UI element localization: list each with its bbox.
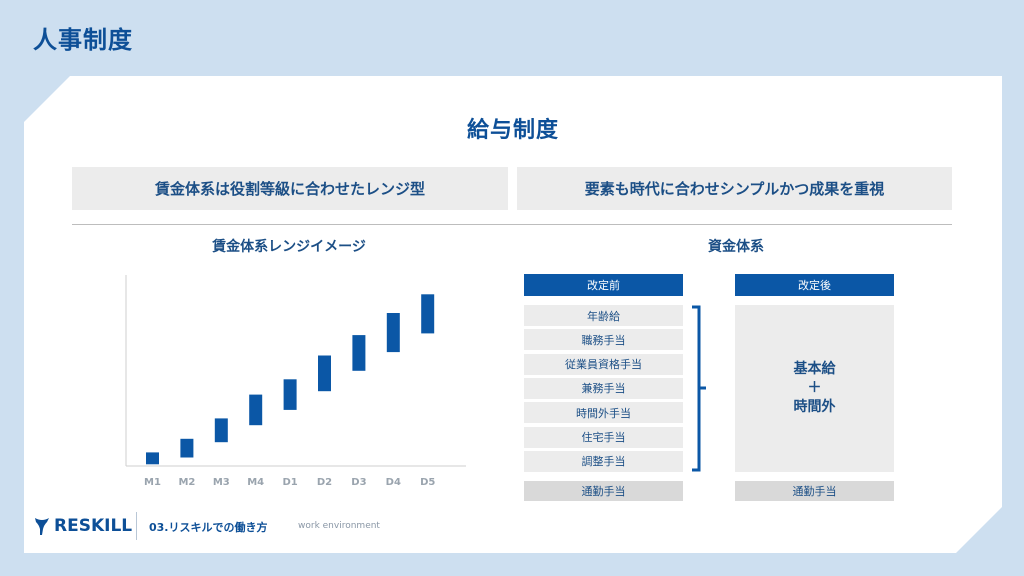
tick-label-m4: M4 — [247, 477, 264, 488]
footer-section-title: 03.リスキルでの働き方 — [149, 521, 268, 534]
range-chart: M1 M2 M3 M4 D1 D2 D3 D4 D5 — [120, 271, 480, 496]
range-chart-svg: M1 M2 M3 M4 D1 D2 D3 D4 D5 — [120, 271, 480, 496]
footer-divider — [136, 512, 137, 540]
logo-mark-icon — [35, 518, 49, 535]
tick-label-d1: D1 — [282, 477, 297, 488]
divider — [72, 224, 952, 225]
range-bar-m3 — [215, 418, 228, 442]
tick-label-m2: M2 — [178, 477, 195, 488]
after-combined-box: 基本給 ＋ 時間外 — [735, 305, 894, 472]
wage-item: 住宅手当 — [524, 427, 683, 448]
range-bar-d5 — [421, 294, 434, 333]
wage-item: 時間外手当 — [524, 402, 683, 423]
tick-label-d4: D4 — [386, 477, 401, 488]
wage-item: 調整手当 — [524, 451, 683, 472]
after-line-overtime: 時間外 — [793, 399, 836, 415]
wage-item: 兼務手当 — [524, 378, 683, 399]
range-bar-d3 — [352, 335, 365, 371]
logo-text: RESKILL — [54, 516, 133, 536]
tick-label-m1: M1 — [144, 477, 161, 488]
range-bar-d2 — [318, 356, 331, 392]
wage-table-title: 資金体系 — [708, 239, 764, 255]
tick-label-m3: M3 — [213, 477, 230, 488]
wage-item: 職務手当 — [524, 329, 683, 350]
wage-item: 従業員資格手当 — [524, 354, 683, 375]
banner-simple-performance: 要素も時代に合わせシンプルかつ成果を重視 — [517, 167, 952, 210]
reskill-logo: RESKILL — [34, 516, 132, 536]
commute-after: 通勤手当 — [735, 481, 894, 501]
page-title: 人事制度 — [33, 26, 133, 54]
tick-label-d5: D5 — [420, 477, 435, 488]
after-header: 改定後 — [735, 274, 894, 296]
tick-label-d2: D2 — [317, 477, 332, 488]
wage-item: 年齢給 — [524, 305, 683, 326]
section-title: 給与制度 — [466, 118, 559, 143]
range-bar-m4 — [249, 395, 262, 426]
banner-range-type: 賃金体系は役割等級に合わせたレンジ型 — [72, 167, 508, 210]
range-bar-d4 — [387, 313, 400, 352]
after-line-plus: ＋ — [807, 380, 822, 396]
tick-label-d3: D3 — [351, 477, 366, 488]
before-header: 改定前 — [524, 274, 683, 296]
after-line-base-pay: 基本給 — [793, 361, 836, 377]
footer-subtitle: work environment — [298, 521, 380, 531]
bracket-icon — [688, 305, 706, 472]
commute-before: 通勤手当 — [524, 481, 683, 501]
chart-title: 賃金体系レンジイメージ — [212, 239, 366, 255]
range-bar-m1 — [146, 452, 159, 464]
range-bar-d1 — [284, 379, 297, 410]
range-bar-m2 — [180, 439, 193, 458]
content-card: 給与制度 賃金体系は役割等級に合わせたレンジ型 要素も時代に合わせシンプルかつ成… — [24, 76, 1002, 553]
